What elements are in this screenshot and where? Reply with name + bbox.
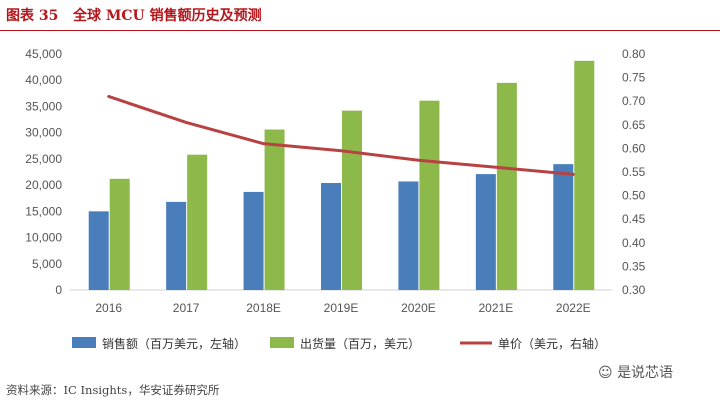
legend-label: 单价（美元，右轴） [498,336,606,351]
bar-shipments [496,82,517,290]
y-right-tick-label: 0.40 [622,236,646,250]
y-left-tick-label: 45,000 [25,47,62,61]
bar-shipments [109,178,130,290]
figure-title: 图表 35 全球 MCU 销售额历史及预测 [6,5,262,25]
bar-sales [321,183,341,290]
y-right-tick-label: 0.35 [622,259,646,273]
y-right-tick-label: 0.30 [622,283,646,297]
y-right-tick-label: 0.70 [622,94,646,108]
mcu-sales-chart: 0 5,000 10,000 15,000 20,000 25,000 30,000 35,0… [25,47,646,351]
watermark: ☺ 是说芯语 [598,362,673,382]
y-right-tick-label: 0.55 [622,165,646,179]
y-right-tick-label: 0.50 [622,189,646,203]
bar-shipments [419,100,440,290]
y-left-tick-label: 15,000 [25,204,62,218]
x-tick-label: 2020E [401,301,436,315]
bar-sales [475,174,496,290]
bar-shipments [574,60,595,290]
x-tick-label: 2022E [556,301,591,315]
watermark-text: 是说芯语 [617,365,674,381]
bar-sales [88,211,109,290]
x-tick-label: 2017 [173,301,200,315]
y-right-tick-label: 0.45 [622,212,646,226]
figure-title-text: 全球 MCU 销售额历史及预测 [72,8,262,24]
bar-sales [398,181,419,290]
bar-sales [243,191,264,290]
x-tick-label: 2016 [95,301,122,315]
bar-sales [166,201,187,290]
y-left-tick-label: 25,000 [25,152,62,166]
source-note: 资料来源：IC Insights，华安证券研究所 [6,383,220,397]
y-left-tick-label: 0 [55,283,62,297]
legend-label: 出货量（百万，美元） [300,336,420,351]
y-left-tick-label: 35,000 [25,99,62,113]
x-tick-label: 2018E [246,301,281,315]
x-tick-label: 2021E [479,301,514,315]
bar-shipments [264,129,285,290]
figure-title-bar: 图表 35 全球 MCU 销售额历史及预测 [0,0,720,31]
y-left-tick-label: 20,000 [25,178,62,192]
y-right-tick-label: 0.75 [622,71,646,85]
y-left-tick-label: 30,000 [25,126,62,140]
x-tick-label: 2019E [324,301,359,315]
y-left-tick-label: 40,000 [25,73,62,87]
y-right-tick-label: 0.60 [622,141,646,155]
bar-shipments [187,154,208,290]
bar-shipments [342,110,362,290]
legend-label: 销售额（百万美元，左轴） [102,336,246,351]
y-left-tick-label: 10,000 [25,231,62,245]
bar-sales [553,164,574,290]
y-right-tick-label: 0.80 [622,47,646,61]
legend-swatch [270,337,294,348]
y-right-tick-label: 0.65 [622,118,646,132]
wechat-icon: ☺ [598,365,613,381]
y-left-tick-label: 5,000 [32,257,62,271]
legend-swatch [72,337,96,348]
figure-number: 图表 35 [6,8,59,24]
